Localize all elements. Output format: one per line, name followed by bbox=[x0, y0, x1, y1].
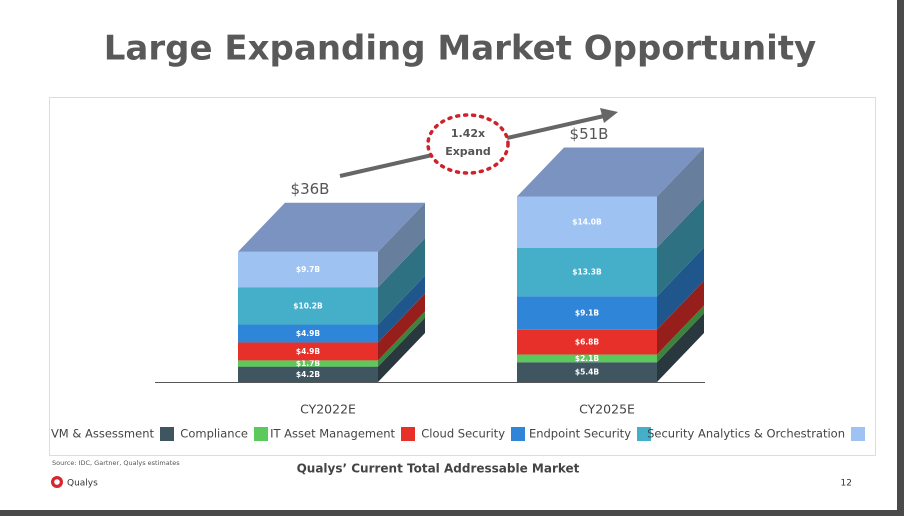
bar-side bbox=[378, 293, 425, 361]
bar-side bbox=[378, 275, 425, 343]
bar-segment bbox=[238, 287, 378, 325]
bar-side bbox=[378, 311, 425, 367]
legend-label: Cloud Security bbox=[421, 427, 505, 441]
bar-segment bbox=[238, 251, 378, 288]
legend-label: IT Asset Management bbox=[270, 427, 395, 441]
legend-label: Endpoint Security bbox=[529, 427, 631, 441]
legend-swatch bbox=[851, 427, 865, 441]
legend-swatch bbox=[511, 427, 525, 441]
annotation: Expand bbox=[445, 145, 491, 158]
legend-label: Compliance bbox=[180, 427, 248, 441]
legend-swatch bbox=[637, 427, 651, 441]
value-label: $13.3B bbox=[572, 268, 602, 277]
total-label: $51B bbox=[570, 125, 609, 143]
legend-label: VM & Assessment bbox=[51, 427, 155, 441]
value-label: $2.1B bbox=[575, 354, 600, 363]
bar-segment bbox=[517, 296, 657, 330]
source: Source: IDC, Gartner, Qualys estimates bbox=[52, 459, 180, 467]
bar-segment bbox=[238, 342, 378, 361]
logo-icon bbox=[54, 479, 60, 485]
total-label: $36B bbox=[291, 180, 330, 198]
bar-side bbox=[378, 317, 425, 382]
legend-swatch bbox=[254, 427, 268, 441]
bar-side bbox=[657, 247, 704, 330]
bar-top bbox=[517, 147, 704, 197]
value-label: $9.7B bbox=[296, 265, 321, 274]
bar-segment bbox=[238, 366, 378, 382]
bar-side bbox=[378, 238, 425, 325]
value-label: $4.2B bbox=[296, 370, 321, 379]
bar-segment bbox=[517, 362, 657, 382]
bar-top bbox=[238, 202, 425, 252]
bar-segment bbox=[517, 354, 657, 363]
edge bbox=[897, 0, 904, 516]
legend-swatch bbox=[401, 427, 415, 441]
chart-frame bbox=[49, 97, 876, 456]
bar-segment bbox=[517, 247, 657, 297]
edge bbox=[0, 510, 904, 516]
value-label: $9.1B bbox=[575, 309, 600, 318]
caption: Qualys’ Current Total Addressable Market bbox=[297, 462, 580, 476]
annotation-circle bbox=[426, 113, 510, 175]
legend-swatch bbox=[160, 427, 174, 441]
value-label: $10.2B bbox=[293, 301, 323, 310]
bar-segment bbox=[517, 196, 657, 248]
value-label: $4.9B bbox=[296, 329, 321, 338]
value-label: $14.0B bbox=[572, 218, 602, 227]
x-tick-label: CY2022E bbox=[300, 402, 356, 417]
arrow-head bbox=[600, 108, 618, 123]
bar-segment bbox=[517, 329, 657, 355]
value-label: $1.7B bbox=[296, 359, 321, 368]
bar-side bbox=[657, 313, 704, 382]
bar-side bbox=[657, 198, 704, 297]
bar-side bbox=[657, 280, 704, 355]
bar-side bbox=[657, 147, 704, 248]
bar-side bbox=[657, 305, 704, 363]
bar-segment bbox=[238, 324, 378, 343]
value-label: $5.4B bbox=[575, 368, 600, 377]
legend-label: Security Analytics & Orchestration bbox=[647, 427, 845, 441]
bar-side bbox=[378, 202, 425, 288]
page-number: 12 bbox=[841, 479, 852, 489]
logo-text: Qualys bbox=[67, 479, 98, 489]
slide-title: Large Expanding Market Opportunity bbox=[104, 29, 816, 69]
bar-segment bbox=[238, 360, 378, 367]
annotation: 1.42x bbox=[451, 127, 485, 140]
value-label: $4.9B bbox=[296, 347, 321, 356]
x-tick-label: CY2025E bbox=[579, 402, 635, 417]
value-label: $6.8B bbox=[575, 338, 600, 347]
